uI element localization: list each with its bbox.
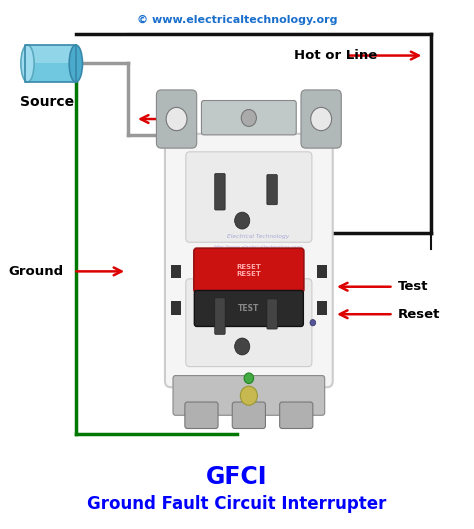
Circle shape bbox=[244, 373, 254, 384]
FancyBboxPatch shape bbox=[186, 152, 312, 242]
FancyBboxPatch shape bbox=[301, 90, 341, 148]
FancyBboxPatch shape bbox=[25, 45, 76, 82]
Circle shape bbox=[247, 250, 255, 258]
Bar bbox=[317, 264, 327, 278]
Text: Ground: Ground bbox=[9, 265, 64, 278]
Circle shape bbox=[240, 386, 257, 405]
Text: TEST: TEST bbox=[238, 304, 260, 313]
Text: Source: Source bbox=[20, 95, 74, 109]
Bar bbox=[25, 45, 76, 82]
Text: Reset: Reset bbox=[398, 308, 440, 321]
Circle shape bbox=[310, 320, 316, 326]
FancyBboxPatch shape bbox=[232, 402, 265, 428]
Circle shape bbox=[166, 107, 187, 131]
FancyBboxPatch shape bbox=[194, 290, 303, 326]
Ellipse shape bbox=[21, 45, 34, 82]
Circle shape bbox=[311, 107, 331, 131]
Text: Neutral: Neutral bbox=[201, 113, 257, 125]
Circle shape bbox=[235, 338, 250, 355]
FancyBboxPatch shape bbox=[201, 101, 296, 135]
FancyBboxPatch shape bbox=[165, 134, 333, 387]
FancyBboxPatch shape bbox=[156, 90, 197, 148]
FancyBboxPatch shape bbox=[185, 402, 218, 428]
Text: GFCI: GFCI bbox=[206, 465, 268, 489]
Text: http://www.electricaltechnology.org/: http://www.electricaltechnology.org/ bbox=[214, 245, 302, 250]
FancyBboxPatch shape bbox=[173, 376, 325, 415]
Bar bbox=[317, 302, 327, 315]
Bar bbox=[171, 264, 181, 278]
Text: Hot or Line: Hot or Line bbox=[294, 49, 377, 62]
FancyBboxPatch shape bbox=[280, 402, 313, 428]
FancyBboxPatch shape bbox=[267, 175, 277, 205]
Text: © www.electricaltechnology.org: © www.electricaltechnology.org bbox=[137, 15, 337, 25]
FancyBboxPatch shape bbox=[186, 279, 312, 367]
FancyBboxPatch shape bbox=[194, 248, 304, 293]
Ellipse shape bbox=[69, 45, 82, 82]
Text: Electrical Technology: Electrical Technology bbox=[227, 234, 290, 239]
Text: Test: Test bbox=[398, 280, 428, 293]
Text: Ground Fault Circuit Interrupter: Ground Fault Circuit Interrupter bbox=[87, 495, 387, 513]
FancyBboxPatch shape bbox=[25, 45, 76, 63]
Text: RESET
RESET: RESET RESET bbox=[237, 264, 261, 277]
FancyBboxPatch shape bbox=[215, 298, 225, 334]
Circle shape bbox=[241, 110, 256, 126]
FancyBboxPatch shape bbox=[267, 299, 277, 329]
Bar bbox=[171, 302, 181, 315]
Circle shape bbox=[235, 212, 250, 229]
FancyBboxPatch shape bbox=[215, 174, 225, 210]
